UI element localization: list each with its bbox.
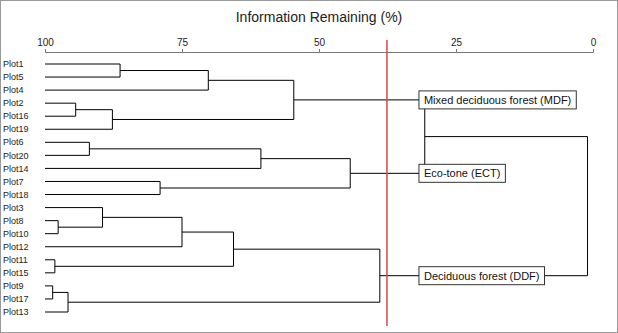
leaf-label: Plot14 bbox=[3, 164, 29, 174]
tick-label: 75 bbox=[177, 37, 189, 48]
branch-vertical bbox=[587, 137, 588, 276]
branch-horizontal bbox=[45, 259, 55, 260]
leaf-label: Plot16 bbox=[3, 111, 29, 121]
cluster-label: Deciduous forest (DDF) bbox=[424, 270, 540, 282]
branch-horizontal bbox=[45, 116, 76, 117]
leaf-label: Plot4 bbox=[3, 85, 24, 95]
leaf-label: Plot15 bbox=[3, 268, 29, 278]
leaf-label: Plot9 bbox=[3, 281, 24, 291]
tick-mark bbox=[593, 49, 594, 52]
branch-horizontal bbox=[45, 207, 103, 208]
leaf-label: Plot5 bbox=[3, 72, 24, 82]
tree bbox=[45, 40, 588, 326]
branch-horizontal bbox=[45, 90, 208, 91]
branch-horizontal bbox=[45, 77, 120, 78]
tick-mark bbox=[45, 49, 46, 52]
leaf-label: Plot6 bbox=[3, 137, 24, 147]
branch-horizontal bbox=[45, 220, 58, 221]
cluster-box-frame bbox=[419, 267, 545, 285]
leaf-label: Plot13 bbox=[3, 307, 29, 317]
branch-horizontal bbox=[208, 80, 293, 81]
branch-horizontal bbox=[45, 181, 160, 182]
leaf-label: Plot19 bbox=[3, 124, 29, 134]
cluster-box: Eco-tone (ECT) bbox=[419, 164, 505, 182]
branch-horizontal bbox=[45, 272, 55, 273]
cluster-labels: Mixed deciduous forest (MDF) Eco-tone (EC… bbox=[419, 91, 576, 285]
branch-horizontal bbox=[76, 109, 113, 110]
leaf-label: Plot1 bbox=[3, 59, 24, 69]
tick-label: 50 bbox=[314, 37, 326, 48]
branch-horizontal bbox=[89, 148, 261, 149]
branch-horizontal bbox=[55, 266, 234, 267]
threshold-line bbox=[386, 40, 388, 326]
leaf-label: Plot10 bbox=[3, 229, 29, 239]
leaf-label: Plot18 bbox=[3, 190, 29, 200]
branch-horizontal bbox=[45, 285, 53, 286]
tick: 50 bbox=[314, 37, 326, 52]
branch-horizontal bbox=[68, 302, 380, 303]
branch-horizontal bbox=[120, 70, 208, 71]
leaf-label: Plot20 bbox=[3, 151, 29, 161]
leaf-label: Plot8 bbox=[3, 216, 24, 226]
tick: 0 bbox=[591, 37, 597, 52]
x-axis: 100 75 50 25 0 bbox=[37, 37, 597, 53]
branch-horizontal bbox=[261, 158, 350, 159]
tick-mark bbox=[319, 49, 320, 52]
tick-mark bbox=[456, 49, 457, 52]
branch-horizontal bbox=[45, 246, 182, 247]
title: Information Remaining (%) bbox=[236, 9, 403, 25]
leaf-label: Plot11 bbox=[3, 255, 28, 265]
tick-label: 100 bbox=[37, 37, 54, 48]
branch-horizontal bbox=[53, 292, 68, 293]
branch-horizontal bbox=[160, 188, 350, 189]
cluster-box: Deciduous forest (DDF) bbox=[419, 267, 545, 285]
branch-horizontal bbox=[112, 119, 293, 120]
branch-horizontal bbox=[45, 168, 261, 169]
branch-horizontal bbox=[45, 233, 58, 234]
branch-horizontal bbox=[45, 64, 120, 65]
cluster-label: Mixed deciduous forest (MDF) bbox=[424, 94, 571, 106]
cluster-box: Mixed deciduous forest (MDF) bbox=[419, 91, 576, 109]
tick-mark bbox=[182, 49, 183, 52]
frame bbox=[1, 1, 618, 333]
branch-horizontal bbox=[234, 249, 380, 250]
cluster-label: Eco-tone (ECT) bbox=[424, 167, 500, 179]
branch-horizontal bbox=[45, 155, 89, 156]
branch-horizontal bbox=[182, 232, 234, 233]
branch-horizontal bbox=[425, 136, 588, 137]
tick: 75 bbox=[177, 37, 189, 52]
tick-label: 0 bbox=[591, 37, 597, 48]
branch-horizontal bbox=[45, 194, 160, 195]
branch-horizontal bbox=[45, 312, 68, 313]
branch-horizontal bbox=[103, 217, 182, 218]
tick-label: 25 bbox=[451, 37, 463, 48]
leaf-label: Plot7 bbox=[3, 177, 24, 187]
leaf-label: Plot3 bbox=[3, 203, 24, 213]
branch-horizontal bbox=[45, 129, 112, 130]
cluster-box-frame bbox=[419, 164, 505, 182]
leaf-label: Plot12 bbox=[3, 242, 29, 252]
leaf-labels: Plot1 Plot5 Plot4 Plot2 Plot16 Plot19 Plot6 Plo… bbox=[3, 59, 29, 317]
cluster-box-frame bbox=[419, 91, 576, 109]
branch-horizontal bbox=[45, 298, 53, 299]
branch-horizontal bbox=[45, 103, 76, 104]
chart: Information Remaining (%) 100 75 50 25 0 Plot1… bbox=[0, 0, 618, 333]
leaf-label: Plot17 bbox=[3, 294, 29, 304]
axis-line bbox=[46, 49, 594, 53]
tick: 100 bbox=[37, 37, 54, 52]
branch-horizontal bbox=[294, 99, 425, 100]
branch-horizontal bbox=[58, 227, 102, 228]
branch-horizontal bbox=[45, 142, 89, 143]
leaf-label: Plot2 bbox=[3, 98, 24, 108]
tick: 25 bbox=[451, 37, 463, 52]
